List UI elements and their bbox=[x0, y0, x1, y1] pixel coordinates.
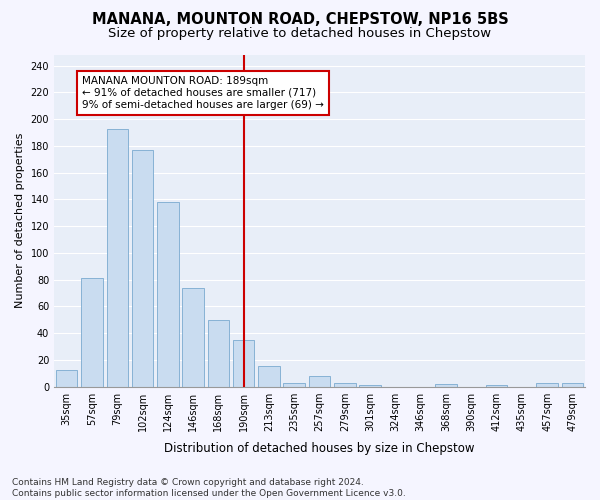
X-axis label: Distribution of detached houses by size in Chepstow: Distribution of detached houses by size … bbox=[164, 442, 475, 455]
Bar bbox=[309, 376, 330, 386]
Bar bbox=[435, 384, 457, 386]
Text: Size of property relative to detached houses in Chepstow: Size of property relative to detached ho… bbox=[109, 28, 491, 40]
Bar bbox=[334, 382, 356, 386]
Bar bbox=[258, 366, 280, 386]
Bar bbox=[283, 382, 305, 386]
Bar bbox=[359, 385, 381, 386]
Bar bbox=[56, 370, 77, 386]
Bar bbox=[233, 340, 254, 386]
Bar bbox=[107, 128, 128, 386]
Y-axis label: Number of detached properties: Number of detached properties bbox=[15, 133, 25, 308]
Bar bbox=[132, 150, 153, 386]
Text: MANANA, MOUNTON ROAD, CHEPSTOW, NP16 5BS: MANANA, MOUNTON ROAD, CHEPSTOW, NP16 5BS bbox=[92, 12, 508, 28]
Bar bbox=[486, 385, 507, 386]
Bar bbox=[81, 278, 103, 386]
Bar bbox=[536, 382, 558, 386]
Bar bbox=[562, 382, 583, 386]
Bar bbox=[157, 202, 179, 386]
Bar bbox=[208, 320, 229, 386]
Text: MANANA MOUNTON ROAD: 189sqm
← 91% of detached houses are smaller (717)
9% of sem: MANANA MOUNTON ROAD: 189sqm ← 91% of det… bbox=[82, 76, 324, 110]
Bar bbox=[182, 288, 204, 386]
Text: Contains HM Land Registry data © Crown copyright and database right 2024.
Contai: Contains HM Land Registry data © Crown c… bbox=[12, 478, 406, 498]
